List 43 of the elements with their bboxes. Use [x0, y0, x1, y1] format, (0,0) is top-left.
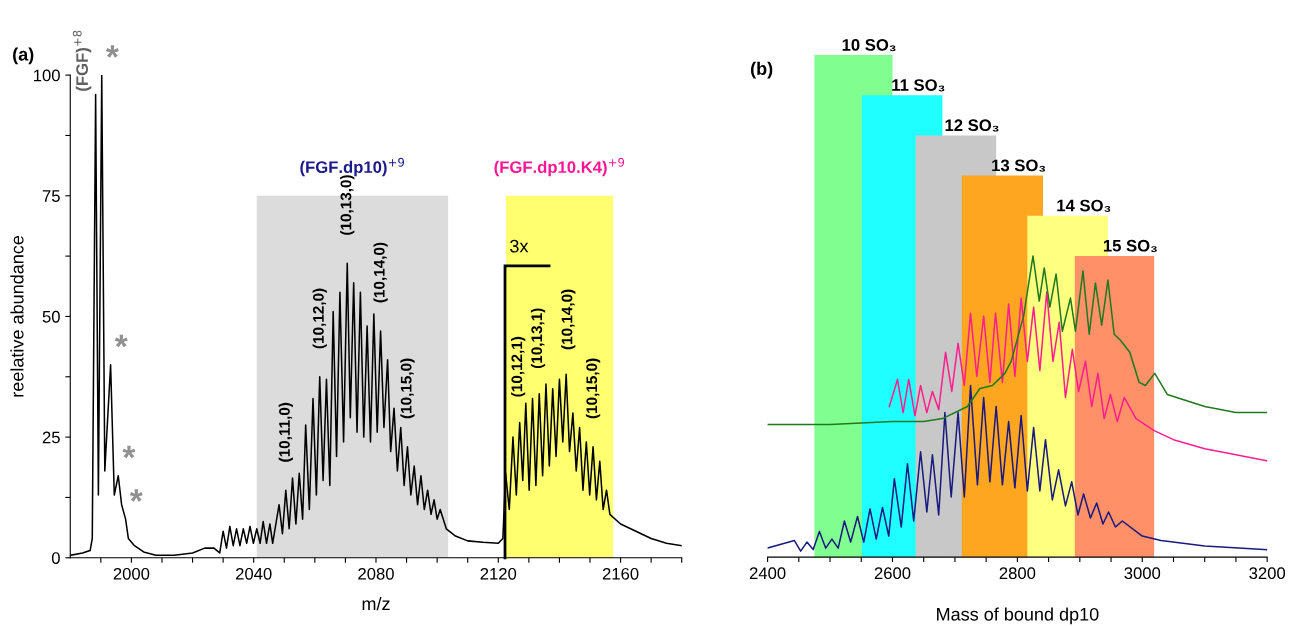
band-label: 15 SO₃ [1103, 239, 1157, 253]
x-tick-label: 2800 [999, 567, 1036, 580]
annotation: * [114, 334, 128, 348]
x-tick-label: 2400 [749, 567, 786, 580]
annotation: (10,14,0) [373, 242, 388, 303]
annotation: (10,15,0) [585, 358, 601, 419]
annotation: * [122, 445, 136, 459]
band-label: 13 SO₃ [992, 159, 1046, 172]
annotation: (10,14,0) [561, 289, 576, 350]
y-axis-title: reelative abundance [10, 235, 24, 397]
x-axis-title: Mass of bound dp10 [937, 607, 1099, 625]
annotation: (10,13,0) [340, 175, 355, 235]
x-tick-label: 3000 [1124, 567, 1161, 580]
band-label: 11 SO₃ [892, 79, 945, 92]
x-tick-label: 2120 [480, 567, 517, 580]
annotation: (10,13,1) [530, 308, 546, 369]
x-tick-label: 3200 [1249, 567, 1286, 580]
chart-title: (a) [13, 47, 34, 65]
y-tick-label: 0 [51, 552, 60, 564]
y-tick-label: 25 [42, 431, 60, 444]
y-tick-label: 100 [34, 69, 60, 82]
ref-line-label: 3x [510, 239, 529, 253]
band-label: 10 SO₃ [842, 38, 896, 52]
annotation: * [129, 489, 143, 502]
x-tick-label: 2040 [236, 567, 272, 580]
band-label: 12 SO₃ [945, 119, 999, 132]
annotation: (10,11,0) [278, 402, 293, 462]
x-tick-label: 2160 [602, 567, 639, 580]
band-label: (FGF.dp10.K4)$^{+9}$ [494, 157, 625, 177]
x-tick-label: 2600 [874, 567, 911, 580]
band-label: (FGF.dp10)$^{+9}$ [300, 157, 405, 177]
annotation: (10,12,0) [312, 288, 327, 349]
annotation: (10,15,0) [400, 358, 415, 419]
band-label: 14 SO₃ [1057, 199, 1111, 212]
x-tick-label: 2000 [113, 567, 150, 580]
y-tick-label: 75 [42, 190, 60, 202]
x-tick-label: 2080 [358, 567, 394, 580]
annotation: * [106, 45, 119, 58]
x-axis-title: m/z [362, 596, 390, 611]
y-tick-label: 50 [42, 310, 60, 323]
annotation: (FGF)$^{+8}$ [72, 30, 92, 91]
chart-title: (b) [751, 61, 773, 79]
annotation: (10,12,1) [511, 336, 526, 397]
